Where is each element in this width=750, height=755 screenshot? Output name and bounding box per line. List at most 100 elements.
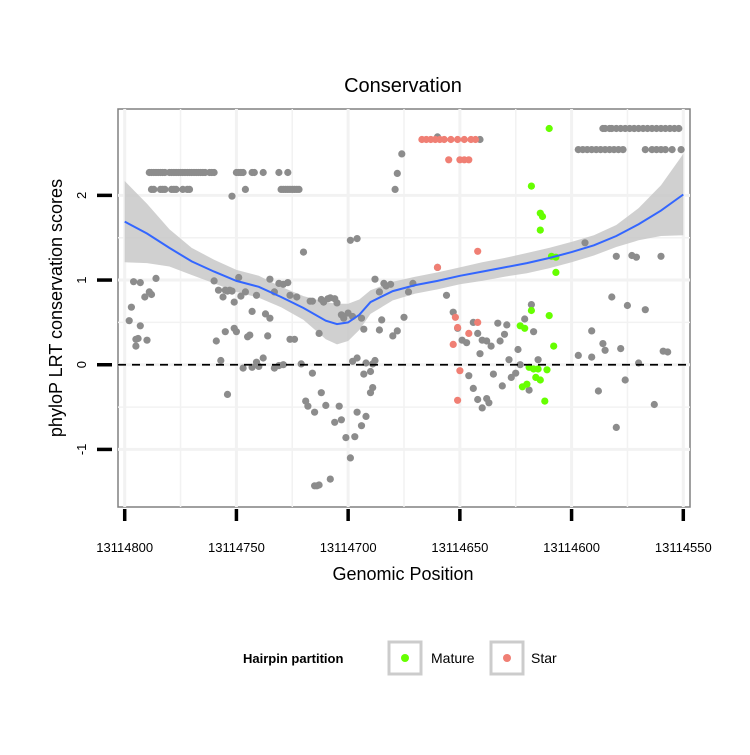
data-point [487,342,495,350]
data-point [521,324,529,332]
data-point [483,395,491,403]
y-tick-label: 2 [74,192,89,199]
data-point [353,235,361,243]
data-point [342,434,350,442]
data-point [536,376,544,384]
data-point [239,364,247,372]
data-point [127,303,135,311]
data-point [612,252,620,260]
data-point [527,301,536,309]
data-point [286,291,294,299]
data-point [237,292,245,300]
data-point [543,366,551,374]
data-point [449,340,457,348]
data-point [538,212,547,221]
data-point [331,418,339,426]
series-other [125,124,685,490]
data-point [375,326,383,334]
data-point [454,323,462,332]
data-point [454,396,462,404]
data-point [241,288,249,296]
data-point [677,146,685,154]
legend-entry-star: Star [489,640,557,676]
data-point [398,150,406,158]
data-point [150,185,158,193]
data-point [279,361,287,369]
plot-panel [117,108,691,508]
data-point [550,342,558,350]
data-point [375,288,383,296]
data-point [391,185,399,193]
data-point [404,288,413,296]
x-axis: 13114800 13114750 13114700 13114650 13114600… [96,509,712,555]
data-point [451,313,459,321]
data-point [478,404,486,412]
data-point [514,345,522,354]
data-point [371,356,379,365]
data-point [668,146,676,154]
data-point [219,293,227,301]
data-point [454,135,462,144]
data-point [389,332,397,340]
data-point [440,135,448,144]
data-point [534,365,542,373]
legend-dot-star [503,654,511,662]
data-point [530,328,538,336]
data-point [574,351,582,359]
data-point [623,301,632,310]
data-point [525,386,533,394]
smooth-line [124,193,684,326]
data-point [675,124,683,133]
data-point [500,330,509,338]
data-point [496,337,504,345]
data-point [366,367,375,376]
data-point [393,327,401,335]
data-point [621,376,629,384]
data-point [228,192,236,200]
data-point [360,325,368,333]
data-point [351,433,359,441]
data-point [293,293,301,301]
data-point [588,327,596,335]
data-point [340,314,348,322]
data-point [212,337,220,345]
data-point [369,384,377,392]
data-point [353,408,361,416]
data-point [308,297,316,305]
data-point [335,402,343,410]
legend-entry-mature: Mature [387,640,475,676]
data-point [346,236,354,244]
data-point [521,315,529,323]
y-tick-label: -1 [74,444,89,456]
data-point [143,336,151,344]
data-point [474,318,482,326]
y-tick-label: 0 [74,361,89,368]
data-point [337,416,345,424]
data-point [132,342,140,350]
data-point [353,354,361,362]
data-point [241,185,249,193]
y-tick-label: 1 [74,276,89,283]
data-point [259,354,267,362]
data-point [217,356,225,365]
data-point [471,135,480,144]
y-axis-title: phyloP LRT conservation scores [46,179,66,437]
series-star [418,135,482,404]
data-point [463,339,471,347]
x-tick-label: 13114750 [208,540,265,555]
data-point [290,335,299,343]
data-point [641,306,649,314]
data-point [136,279,144,287]
legend-label-mature: Mature [431,650,475,666]
data-point [498,382,506,390]
data-point [581,239,589,247]
data-point [536,226,544,234]
legend-title: Hairpin partition [243,651,343,666]
data-point [527,182,536,190]
data-point [474,247,482,255]
data-point [357,422,366,430]
data-point [250,168,258,177]
data-point [223,390,232,398]
x-tick-label: 13114550 [655,540,712,555]
